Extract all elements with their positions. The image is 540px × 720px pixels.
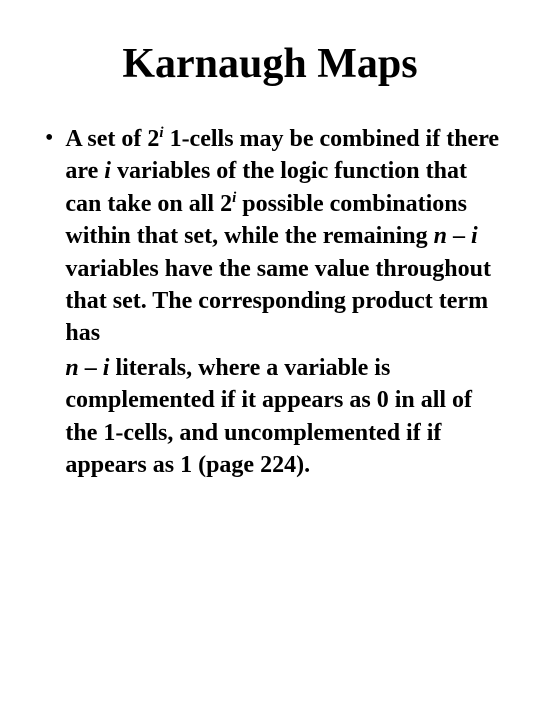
italic-var: i [104, 158, 111, 184]
slide-content: A set of 2i 1-cells may be combined if t… [65, 123, 500, 481]
text-segment: – [79, 355, 103, 381]
slide-title: Karnaugh Maps [40, 40, 500, 88]
italic-var: i [471, 223, 478, 249]
bullet-marker: • [45, 123, 53, 154]
text-segment: literals, where a variable is complement… [65, 355, 472, 478]
bullet-item: • A set of 2i 1-cells may be combined if… [40, 123, 500, 481]
paragraph-1: A set of 2i 1-cells may be combined if t… [65, 123, 500, 350]
paragraph-2: n – i literals, where a variable is comp… [65, 352, 500, 482]
text-segment: – [447, 223, 471, 249]
text-segment: variables have the same value throughout… [65, 256, 491, 347]
italic-var: n [434, 223, 447, 249]
text-segment: A set of 2 [65, 126, 159, 152]
italic-var: n [65, 355, 78, 381]
